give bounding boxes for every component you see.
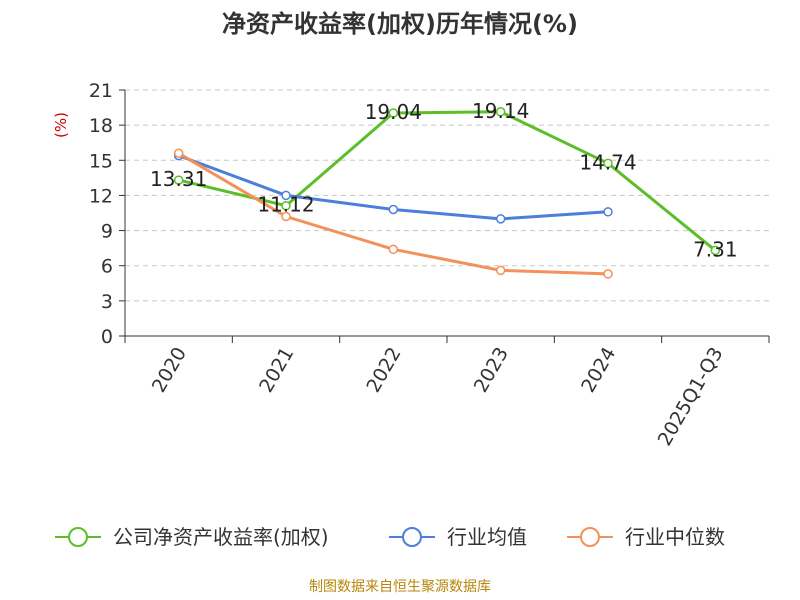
y-tick-label: 15 (89, 150, 113, 172)
x-tick-label: 2025Q1-Q3 (654, 344, 728, 450)
source-note: 制图数据来自恒生聚源数据库 (309, 579, 491, 595)
y-tick-label: 0 (101, 326, 113, 348)
x-tick-label: 2022 (362, 344, 405, 397)
data-label: 13.31 (150, 167, 207, 191)
data-label: 7.31 (693, 237, 738, 261)
data-point (388, 108, 399, 118)
legend-item: 行业中位数 (567, 525, 725, 549)
data-point (495, 107, 506, 117)
legend-marker (580, 527, 600, 547)
x-tick-label: 2020 (148, 344, 191, 397)
x-tick-label: 2024 (577, 344, 620, 397)
data-point (281, 200, 291, 211)
legend-item: 行业均值 (389, 525, 527, 549)
y-axis-label: (%) (52, 112, 70, 138)
data-label: 11.12 (257, 193, 314, 217)
x-tick-label: 2021 (255, 344, 298, 397)
legend-label: 行业中位数 (625, 525, 725, 549)
data-label: 19.04 (365, 100, 422, 124)
series-line (177, 110, 717, 252)
y-tick-label: 6 (101, 256, 113, 278)
legend-label: 行业均值 (447, 525, 527, 549)
chart-title: 净资产收益率(加权)历年情况(%) (222, 10, 578, 38)
x-tick-label: 2023 (470, 344, 513, 397)
legend-marker (402, 527, 422, 547)
data-label: 14.74 (579, 150, 636, 174)
data-label: 19.14 (472, 99, 529, 123)
series-lines (173, 107, 721, 279)
data-point (603, 269, 613, 279)
data-point (173, 175, 184, 185)
data-point (388, 244, 399, 255)
data-point (281, 211, 291, 222)
data-point (603, 207, 613, 217)
data-point (603, 158, 613, 169)
legend-marker (68, 527, 88, 547)
data-point (173, 148, 184, 159)
data-point (495, 214, 506, 224)
data-point (388, 204, 399, 215)
data-point (281, 190, 291, 201)
y-tick-label: 3 (101, 291, 113, 313)
y-tick-label: 18 (89, 115, 113, 137)
data-labels: 13.31 11.12 19.04 19.14 14.74 7.31 (150, 99, 738, 262)
data-point (495, 265, 506, 276)
y-tick-label: 12 (89, 185, 113, 207)
grid-lines (125, 89, 769, 302)
axes: 0 3 6 9 12 15 18 21 2020 2021 2022 2023 2024 2025Q1-Q… (89, 80, 770, 450)
data-point (710, 245, 721, 256)
legend-label: 公司净资产收益率(加权) (113, 525, 329, 549)
legend-item: 公司净资产收益率(加权) (55, 525, 329, 549)
y-tick-label: 9 (101, 221, 113, 243)
legend: 公司净资产收益率(加权) 行业均值 行业中位数 (55, 525, 725, 549)
y-tick-label: 21 (89, 80, 113, 102)
